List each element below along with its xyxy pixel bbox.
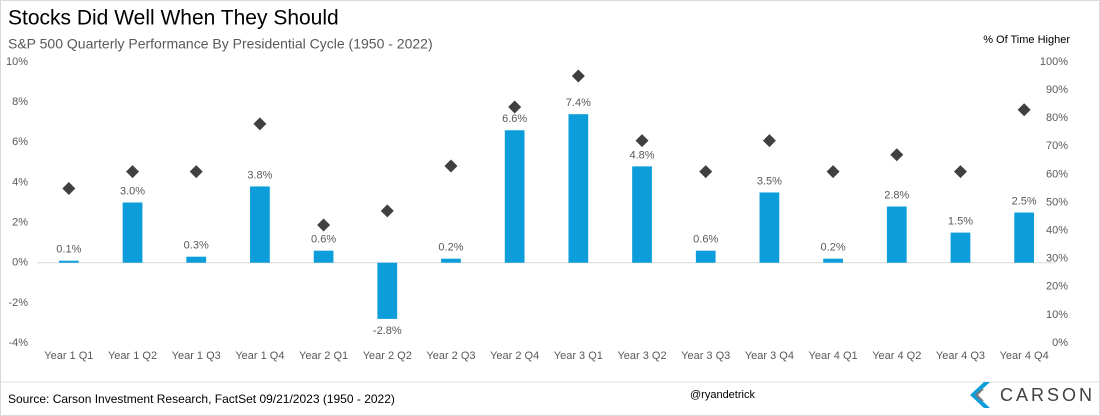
diamond-marker [762, 134, 776, 148]
data-label: 2.8% [884, 189, 909, 201]
bar [568, 114, 589, 263]
x-tick-label: Year 1 Q3 [172, 350, 221, 362]
bar [950, 232, 971, 263]
x-tick-label: Year 2 Q3 [426, 350, 475, 362]
x-tick-label: Year 2 Q1 [299, 350, 348, 362]
y-tick-label: -4% [8, 337, 28, 349]
chart-title: Stocks Did Well When They Should [8, 7, 339, 30]
diamond-marker [62, 181, 76, 195]
y2-tick-label: 20% [1046, 281, 1068, 293]
bar [1014, 212, 1035, 263]
diamond-marker [890, 148, 904, 162]
y2-tick-label: 50% [1046, 196, 1068, 208]
diamond-marker [126, 165, 140, 179]
x-tick-label: Year 2 Q2 [363, 350, 412, 362]
x-tick-label: Year 1 Q1 [44, 350, 93, 362]
diamond-marker [317, 218, 331, 232]
y2-tick-label: 100% [1040, 56, 1068, 68]
x-tick-label: Year 3 Q1 [554, 350, 603, 362]
bar [58, 260, 79, 263]
bar [504, 130, 525, 263]
bar [250, 186, 270, 263]
data-label: 1.5% [948, 216, 973, 228]
diamond-marker [444, 159, 458, 173]
y2-tick-label: 60% [1046, 168, 1068, 180]
chart-subtitle: S&P 500 Quarterly Performance By Preside… [8, 36, 433, 52]
y-tick-label: 0% [12, 257, 28, 269]
logo-text: CARSON [1000, 385, 1095, 405]
bar [313, 250, 334, 263]
diamond-marker [380, 204, 394, 218]
x-tick-label: Year 4 Q4 [1000, 350, 1049, 362]
y2-axis-label: % Of Time Higher [983, 34, 1070, 46]
data-label: 3.5% [757, 175, 782, 187]
data-label: 3.0% [120, 185, 145, 197]
diamond-marker [953, 165, 967, 179]
y2-tick-label: 70% [1046, 140, 1068, 152]
diamond-marker [635, 134, 649, 148]
data-label: 4.8% [629, 149, 654, 161]
y-tick-label: 10% [6, 56, 28, 68]
data-label: 7.4% [566, 97, 591, 109]
y-tick-label: -2% [8, 297, 28, 309]
diamond-marker [1017, 103, 1031, 117]
bar [186, 256, 207, 263]
bar [377, 262, 398, 319]
bar [632, 166, 652, 263]
bar [695, 250, 716, 263]
data-label: 3.8% [247, 169, 272, 181]
bar [441, 258, 461, 263]
data-label: 0.2% [821, 242, 846, 254]
y2-tick-label: 0% [1052, 337, 1068, 349]
diamond-marker [189, 165, 203, 179]
data-label: 0.1% [56, 244, 81, 256]
x-tick-label: Year 1 Q2 [108, 350, 157, 362]
diamond-marker [508, 100, 522, 114]
y2-tick-label: 80% [1046, 112, 1068, 124]
x-tick-label: Year 4 Q3 [936, 350, 985, 362]
bar [122, 202, 143, 263]
data-label: 0.3% [184, 240, 209, 252]
logo-icon [970, 382, 990, 408]
bar [759, 192, 780, 263]
x-tick-label: Year 4 Q1 [809, 350, 858, 362]
bar [823, 258, 843, 263]
y2-tick-label: 90% [1046, 84, 1068, 96]
diamond-marker [699, 165, 713, 179]
x-tick-label: Year 3 Q3 [681, 350, 730, 362]
diamond-marker [571, 69, 585, 83]
data-label: 0.6% [311, 234, 336, 246]
x-tick-label: Year 4 Q2 [872, 350, 921, 362]
y2-tick-label: 40% [1046, 225, 1068, 237]
data-label: 0.6% [693, 234, 718, 246]
x-tick-label: Year 3 Q2 [617, 350, 666, 362]
y-tick-label: 6% [12, 136, 28, 148]
x-tick-label: Year 2 Q4 [490, 350, 539, 362]
data-label: 6.6% [502, 113, 527, 125]
handle: @ryandetrick [690, 389, 755, 401]
y-tick-label: 8% [12, 96, 28, 108]
x-tick-label: Year 3 Q4 [745, 350, 794, 362]
data-label: 2.5% [1012, 195, 1037, 207]
y-tick-label: 4% [12, 176, 28, 188]
y2-tick-label: 30% [1046, 253, 1068, 265]
y2-tick-label: 10% [1046, 309, 1068, 321]
data-label: -2.8% [373, 325, 402, 337]
data-label: 0.2% [438, 242, 463, 254]
x-tick-label: Year 1 Q4 [235, 350, 284, 362]
bar [886, 206, 907, 263]
y-tick-label: 2% [12, 216, 28, 228]
source: Source: Carson Investment Research, Fact… [8, 392, 395, 406]
diamond-marker [826, 165, 840, 179]
diamond-marker [253, 117, 267, 131]
